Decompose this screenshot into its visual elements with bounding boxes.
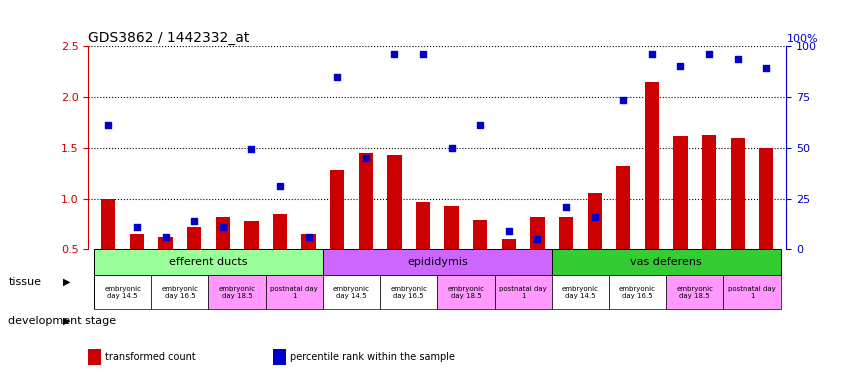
Bar — [380, 275, 437, 309]
Text: embryonic
day 18.5: embryonic day 18.5 — [219, 286, 256, 299]
Bar — [387, 155, 401, 300]
Point — [245, 146, 258, 152]
Bar — [158, 237, 172, 300]
Point — [645, 51, 659, 57]
Bar — [358, 153, 373, 300]
Text: embryonic
day 16.5: embryonic day 16.5 — [619, 286, 656, 299]
Bar — [94, 250, 323, 275]
Bar — [495, 275, 552, 309]
Point — [388, 51, 401, 57]
Point — [531, 236, 544, 242]
Bar — [323, 275, 380, 309]
Bar — [559, 217, 574, 300]
Point — [445, 145, 458, 151]
Bar — [330, 170, 344, 300]
Text: embryonic
day 14.5: embryonic day 14.5 — [562, 286, 599, 299]
Point — [674, 63, 687, 70]
Bar — [187, 227, 201, 300]
Bar — [666, 275, 723, 309]
Point — [416, 51, 430, 57]
Bar — [272, 214, 287, 300]
Bar — [244, 221, 258, 300]
Bar — [674, 136, 688, 300]
Point — [473, 122, 487, 129]
Bar — [301, 234, 315, 300]
Bar — [209, 275, 266, 309]
Point — [502, 228, 516, 234]
Text: transformed count: transformed count — [105, 352, 196, 362]
Bar — [616, 166, 631, 300]
Text: development stage: development stage — [8, 316, 117, 326]
Bar — [645, 82, 659, 300]
Bar — [502, 239, 516, 300]
Bar — [588, 192, 602, 300]
Bar — [473, 220, 488, 300]
Point — [331, 73, 344, 79]
Text: postnatal day
1: postnatal day 1 — [728, 286, 776, 299]
Text: embryonic
day 18.5: embryonic day 18.5 — [676, 286, 713, 299]
Bar — [323, 250, 552, 275]
Point — [302, 234, 315, 240]
Point — [616, 97, 630, 103]
Text: embryonic
day 18.5: embryonic day 18.5 — [447, 286, 484, 299]
Text: embryonic
day 16.5: embryonic day 16.5 — [390, 286, 427, 299]
Text: percentile rank within the sample: percentile rank within the sample — [290, 352, 455, 362]
Text: efferent ducts: efferent ducts — [169, 257, 248, 267]
Point — [702, 51, 716, 57]
Text: GDS3862 / 1442332_at: GDS3862 / 1442332_at — [88, 31, 250, 45]
Bar — [215, 217, 230, 300]
Point — [273, 183, 287, 189]
Text: embryonic
day 14.5: embryonic day 14.5 — [104, 286, 141, 299]
Text: epididymis: epididymis — [407, 257, 468, 267]
Bar — [151, 275, 209, 309]
Text: postnatal day
1: postnatal day 1 — [271, 286, 318, 299]
Bar — [531, 217, 545, 300]
Point — [359, 155, 373, 161]
Text: 100%: 100% — [786, 34, 818, 44]
Bar — [94, 275, 151, 309]
Text: tissue: tissue — [8, 277, 41, 287]
Bar — [759, 148, 774, 300]
Point — [102, 122, 115, 129]
Point — [588, 214, 601, 220]
Text: postnatal day
1: postnatal day 1 — [500, 286, 547, 299]
Text: embryonic
day 14.5: embryonic day 14.5 — [333, 286, 370, 299]
Text: ▶: ▶ — [63, 277, 71, 287]
Bar — [101, 199, 115, 300]
Bar — [609, 275, 666, 309]
Bar — [437, 275, 495, 309]
Bar — [723, 275, 780, 309]
Bar — [445, 206, 459, 300]
Point — [559, 204, 573, 210]
Bar — [731, 137, 745, 300]
Bar — [552, 250, 780, 275]
Bar — [702, 134, 717, 300]
Text: vas deferens: vas deferens — [630, 257, 702, 267]
Bar — [266, 275, 323, 309]
Point — [130, 224, 144, 230]
Text: ▶: ▶ — [63, 316, 71, 326]
Point — [216, 224, 230, 230]
Point — [159, 234, 172, 240]
Point — [759, 65, 773, 71]
Bar — [552, 275, 609, 309]
Bar — [415, 202, 430, 300]
Text: embryonic
day 16.5: embryonic day 16.5 — [161, 286, 198, 299]
Bar — [130, 234, 144, 300]
Point — [731, 56, 744, 62]
Point — [188, 218, 201, 224]
